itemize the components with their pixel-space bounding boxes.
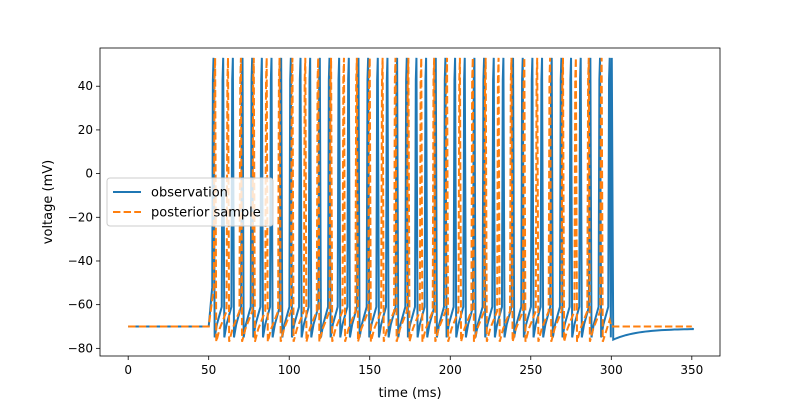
legend-entry: observation bbox=[151, 186, 228, 201]
y-tick-label: 0 bbox=[85, 167, 93, 181]
x-axis-label: time (ms) bbox=[378, 386, 441, 400]
x-tick-label: 250 bbox=[519, 363, 542, 377]
legend-box bbox=[106, 177, 274, 227]
x-tick-label: 150 bbox=[358, 363, 381, 377]
y-axis-label: voltage (mV) bbox=[41, 160, 56, 244]
y-tick-label: 20 bbox=[78, 123, 93, 137]
x-tick-label: 50 bbox=[201, 363, 216, 377]
legend: observation posterior sample bbox=[106, 177, 274, 227]
x-tick-label: 0 bbox=[124, 363, 132, 377]
y-tick-label: −60 bbox=[68, 298, 93, 312]
series-line-posterior-sample bbox=[128, 57, 692, 343]
y-tick-label: 40 bbox=[78, 79, 93, 93]
plot-frame bbox=[99, 47, 721, 357]
y-tick-label: −80 bbox=[68, 341, 93, 355]
x-tick-label: 100 bbox=[278, 363, 301, 377]
y-tick-label: −40 bbox=[68, 254, 93, 268]
x-tick-label: 350 bbox=[680, 363, 703, 377]
legend-entry: posterior sample bbox=[151, 206, 261, 221]
y-tick-label: −20 bbox=[68, 210, 93, 224]
x-tick-label: 200 bbox=[439, 363, 462, 377]
series-line-observation bbox=[128, 57, 694, 342]
x-tick-label: 300 bbox=[600, 363, 623, 377]
